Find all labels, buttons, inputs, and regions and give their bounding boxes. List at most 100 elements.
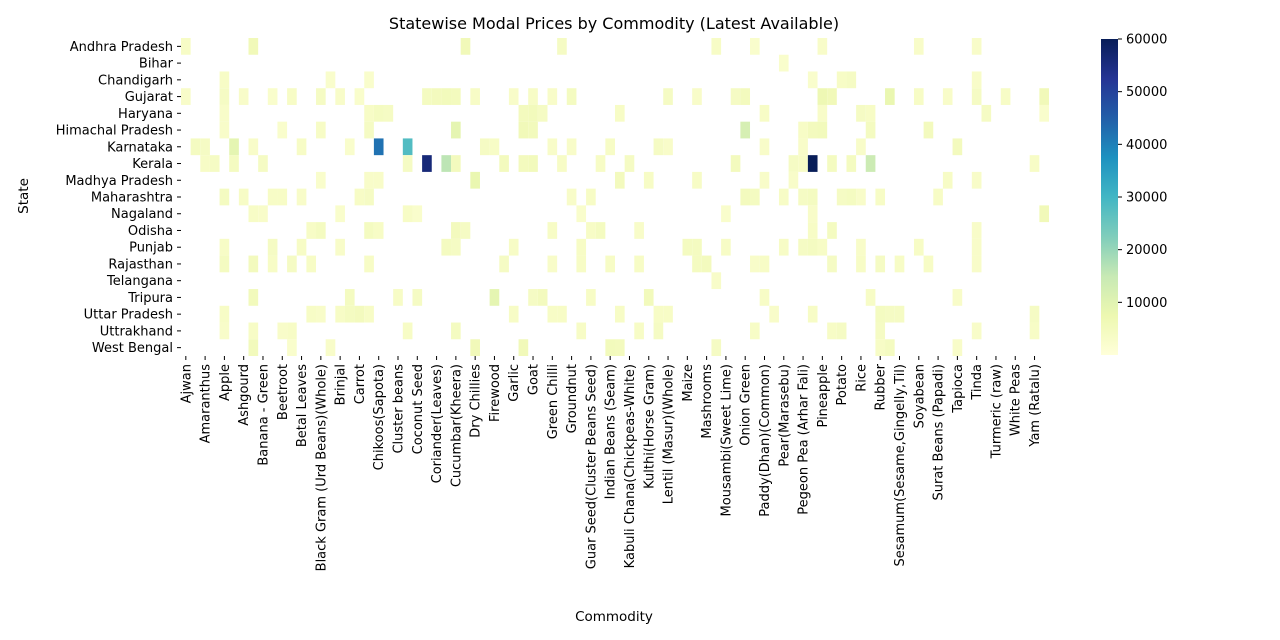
heatmap-cell [798, 121, 808, 139]
heatmap-cell [354, 305, 365, 323]
heatmap-cell [316, 222, 326, 239]
heatmap-cell [605, 255, 615, 273]
heatmap-cell [344, 305, 355, 323]
x-tick-label: Coconut Seed [411, 364, 426, 454]
heatmap-cell [422, 155, 432, 172]
heatmap-cell [402, 322, 413, 340]
heatmap-cell [431, 88, 442, 105]
heatmap-cell [1039, 205, 1049, 223]
heatmap-cell [238, 188, 249, 206]
heatmap-cell [769, 305, 779, 323]
heatmap-cell [1029, 155, 1040, 172]
heatmap-cell [730, 88, 741, 105]
heatmap-cell [508, 88, 519, 105]
heatmap-cell [402, 138, 413, 156]
heatmap-cell [277, 322, 288, 340]
x-tick-label: Black Gram (Urd Beans)(Whole) [314, 364, 329, 571]
heatmap-cell [778, 54, 789, 72]
x-tick-label: Onion Green [739, 364, 754, 446]
heatmap-cell [557, 305, 567, 323]
colorbar: 10000 20000 30000 40000 50000 60000 [1101, 33, 1167, 355]
heatmap-cell [364, 222, 374, 239]
heatmap-cell [817, 238, 828, 256]
heatmap-cell [1039, 104, 1049, 122]
x-tick-label: Kabuli Chana(Chickpeas-White) [623, 364, 638, 568]
heatmap-cell [740, 88, 751, 105]
y-tick-label: Karnataka [107, 140, 173, 155]
heatmap-cell [344, 289, 355, 306]
colorbar-tick-label: 50000 [1126, 85, 1167, 100]
heatmap-cell [528, 88, 538, 105]
heatmap-cell [267, 188, 278, 206]
heatmap-cell [219, 305, 230, 323]
heatmap-cell [335, 205, 345, 223]
heatmap-cell [663, 88, 673, 105]
x-tick-label: Carrot [353, 364, 368, 404]
heatmap-cell [981, 104, 992, 122]
heatmap-cell [306, 255, 317, 273]
x-tick-label: Betal Leaves [295, 364, 310, 447]
heatmap-cell [913, 88, 924, 105]
heatmap-cell [615, 305, 625, 323]
heatmap-cell [942, 171, 953, 189]
heatmap-cell [479, 138, 490, 156]
heatmap-cell [412, 205, 423, 223]
heatmap-cell [952, 138, 963, 156]
x-tick-label: Sesamum(Sesame,Gingelly,Til) [893, 364, 908, 566]
y-tick-label: Nagaland [111, 207, 173, 222]
heatmap-cell [653, 305, 664, 323]
heatmap-cell [508, 238, 519, 256]
heatmap-cell [865, 155, 876, 172]
heatmap-cell [586, 222, 596, 239]
y-tick-label: Telangana [106, 274, 173, 289]
heatmap-cell [248, 138, 259, 156]
heatmap-cell [229, 138, 239, 156]
heatmap-cell [316, 305, 326, 323]
heatmap-cell [682, 238, 693, 256]
heatmap-cell [836, 322, 847, 340]
heatmap-cell [971, 238, 982, 256]
heatmap-cell [586, 289, 596, 306]
x-tick-label: Surat Beans (Papadi) [932, 364, 947, 501]
heatmap-cell [354, 188, 365, 206]
heatmap-cell [499, 155, 509, 172]
heatmap-cell [248, 205, 259, 223]
heatmap-cell [1029, 322, 1040, 340]
x-tick-label: Groundnut [565, 364, 580, 433]
heatmap-cell [1029, 305, 1040, 323]
heatmap-cell [364, 188, 374, 206]
y-tick-label: Maharashtra [91, 191, 173, 206]
x-tick-label: Ashgourd [237, 364, 252, 426]
x-tick-label: White Peas [1009, 364, 1024, 436]
heatmap-cell [798, 138, 808, 156]
heatmap-cell [788, 155, 799, 172]
heatmap-cell [316, 121, 326, 139]
heatmap-cell [663, 138, 673, 156]
heatmap-cell [267, 88, 278, 105]
heatmap-cell [952, 339, 963, 356]
heatmap-cell [653, 138, 664, 156]
heatmap-cell [875, 339, 886, 356]
heatmap-cell [528, 289, 538, 306]
heatmap-cell [894, 255, 905, 273]
heatmap-cell [518, 155, 529, 172]
heatmap-cell [798, 238, 808, 256]
heatmap-cell [181, 38, 191, 55]
heatmap-cell [248, 322, 259, 340]
x-tick-label: Coriander(Leaves) [430, 364, 445, 483]
heatmap-cell [508, 305, 519, 323]
heatmap-cell [441, 238, 452, 256]
heatmap-cell [942, 88, 953, 105]
heatmap-cell [557, 155, 567, 172]
heatmap-cell [325, 339, 336, 356]
heatmap-cell [576, 255, 587, 273]
heatmap-cell [576, 205, 587, 223]
heatmap-cell [827, 255, 837, 273]
heatmap-cell [528, 121, 538, 139]
heatmap-cell [595, 222, 606, 239]
heatmap-cell [248, 38, 259, 55]
x-tick-label: Pear(Marasebu) [777, 364, 792, 467]
heatmap-cell [306, 305, 317, 323]
heatmap-cell [306, 222, 317, 239]
